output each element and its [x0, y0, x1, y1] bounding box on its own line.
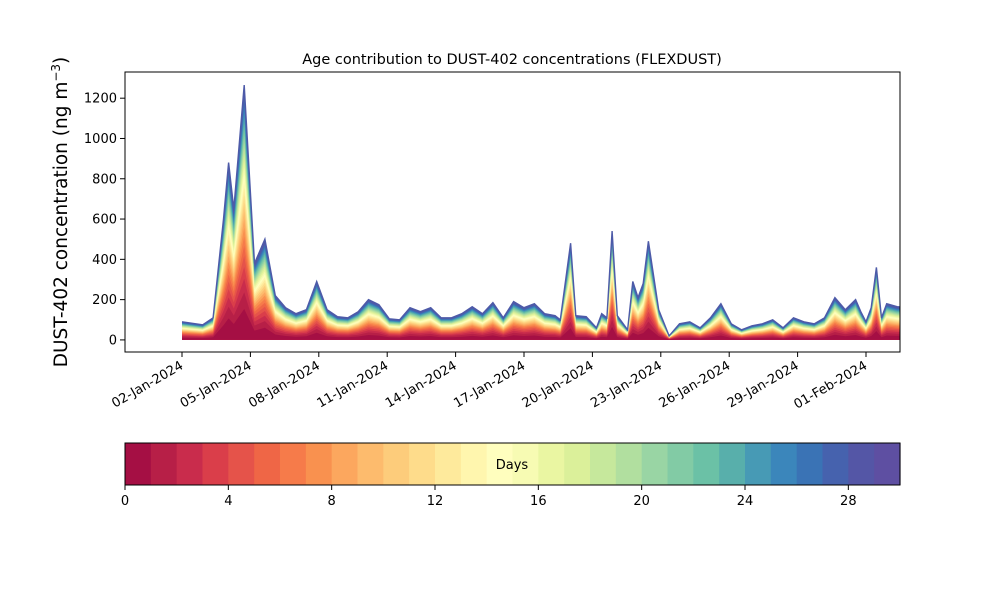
age-band-23 — [182, 118, 900, 340]
age-band-0 — [182, 309, 900, 340]
y-tick-label: 1000 — [84, 132, 117, 147]
colorbar-segment — [641, 443, 669, 485]
plot-frame — [124, 71, 901, 353]
colorbar-tick-label: 0 — [121, 494, 129, 509]
colorbar-segment — [150, 443, 178, 485]
x-axis-ticks: 02-Jan-202405-Jan-202408-Jan-202411-Jan-… — [109, 352, 870, 412]
colorbar-segment — [409, 443, 436, 485]
colorbar-segment — [538, 443, 565, 485]
x-tick-label: 02-Jan-2024 — [109, 358, 186, 411]
y-tick-label: 800 — [92, 172, 117, 187]
colorbar-segment — [822, 443, 849, 485]
age-band-24 — [182, 112, 900, 340]
y-axis-label-close: ) — [51, 57, 72, 64]
colorbar-segment — [383, 443, 410, 485]
colorbar-tick-label: 12 — [427, 494, 444, 509]
colorbar-segment — [357, 443, 384, 485]
x-tick-label: 29-Jan-2024 — [725, 358, 802, 411]
colorbar-segment — [745, 443, 772, 485]
colorbar-tick-label: 24 — [737, 494, 754, 509]
y-tick-label: 200 — [92, 293, 117, 308]
colorbar-segment — [331, 443, 359, 485]
colorbar-segment — [719, 443, 746, 485]
age-stacked-areas — [182, 85, 900, 340]
age-band-26 — [182, 101, 900, 340]
total-concentration-line — [181, 85, 900, 338]
x-tick-label: 05-Jan-2024 — [178, 358, 255, 411]
y-tick-label: 0 — [109, 333, 117, 348]
chart-title: Age contribution to DUST-402 concentrati… — [302, 52, 722, 68]
colorbar-segment — [874, 443, 901, 485]
colorbar-segment — [280, 443, 307, 485]
age-band-28 — [182, 90, 900, 340]
colorbar-segment — [667, 443, 694, 485]
colorbar-segment — [202, 443, 229, 485]
colorbar-frame — [124, 442, 901, 486]
colorbar-segment — [435, 443, 462, 485]
age-band-19 — [182, 141, 900, 340]
colorbar-tick-label: 16 — [530, 494, 547, 509]
y-axis-label: DUST-402 concentration (ng m−3) — [49, 57, 72, 368]
days-colorbar — [125, 443, 901, 485]
x-tick-label: 14-Jan-2024 — [383, 358, 460, 411]
colorbar-segment — [796, 443, 824, 485]
colorbar-segment — [512, 443, 539, 485]
colorbar-tick-label: 4 — [224, 494, 232, 509]
y-axis-label-superscript: −3 — [49, 64, 63, 82]
x-tick-label: 17-Jan-2024 — [451, 358, 528, 411]
colorbar-tick-label: 28 — [840, 494, 857, 509]
colorbar-segment — [460, 443, 488, 485]
colorbar-ticks: 0 4 8 12 16 20 24 28 — [121, 485, 857, 509]
colorbar-segment — [564, 443, 591, 485]
x-tick-label: 01-Feb-2024 — [791, 358, 870, 412]
colorbar-segment — [125, 443, 152, 485]
age-band-27 — [182, 95, 900, 340]
age-band-20 — [182, 135, 900, 340]
y-axis-label-main: DUST-402 concentration (ng m — [51, 82, 72, 368]
y-axis-ticks: 0 200 400 600 800 1000 1200 — [84, 92, 125, 348]
colorbar-tick-label: 20 — [633, 494, 650, 509]
x-tick-label: 08-Jan-2024 — [246, 358, 323, 411]
colorbar-segment — [486, 443, 514, 485]
colorbar-segment — [176, 443, 204, 485]
x-tick-label: 26-Jan-2024 — [657, 358, 734, 411]
colorbar-segment — [228, 443, 255, 485]
y-tick-label: 600 — [92, 213, 117, 228]
age-band-22 — [182, 123, 900, 340]
colorbar-segment — [615, 443, 643, 485]
colorbar-label: Days — [496, 458, 529, 473]
colorbar-segment — [693, 443, 720, 485]
x-tick-label: 11-Jan-2024 — [315, 358, 392, 411]
age-band-29 — [182, 85, 900, 340]
colorbar-tick-label: 8 — [328, 494, 336, 509]
age-band-21 — [182, 129, 900, 340]
x-tick-label: 20-Jan-2024 — [520, 358, 597, 411]
colorbar-segment — [590, 443, 617, 485]
colorbar-segment — [770, 443, 798, 485]
y-tick-label: 1200 — [84, 92, 117, 107]
y-tick-label: 400 — [92, 253, 117, 268]
colorbar-segment — [305, 443, 333, 485]
x-tick-label: 23-Jan-2024 — [588, 358, 665, 411]
colorbar-segment — [848, 443, 875, 485]
colorbar-segment — [254, 443, 281, 485]
age-band-25 — [182, 106, 900, 340]
